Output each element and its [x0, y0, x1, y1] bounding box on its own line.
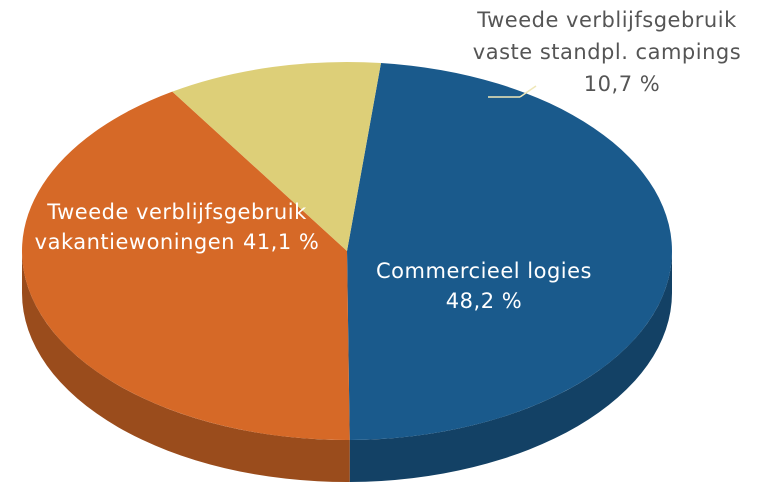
slice-tops — [22, 61, 672, 441]
slice-label-line: vaste standpl. campings — [473, 40, 741, 64]
slice — [172, 61, 381, 251]
slice-label-line: Commercieel logies — [376, 259, 592, 283]
slice-label: Commercieel logies — [376, 259, 592, 283]
slice-side — [349, 251, 672, 482]
slice-label: Tweede verblijfsgebruik — [476, 8, 737, 32]
slice-label-line: vakantiewoningen — [35, 230, 235, 254]
slice-label: Tweede verblijfsgebruik — [46, 200, 307, 224]
slice-side — [22, 251, 350, 482]
slice-sides — [22, 251, 672, 482]
value-label: 41,1 % — [243, 230, 319, 254]
slice — [22, 91, 350, 441]
slice-label: vakantiewoningen 41,1 % — [35, 230, 320, 254]
value-label: 48,2 % — [446, 289, 522, 313]
slice-label: vaste standpl. campings — [473, 40, 741, 64]
slice — [347, 63, 672, 440]
slice-label-line: Tweede verblijfsgebruik — [46, 200, 307, 224]
value-label: 10,7 % — [584, 72, 660, 96]
leader-line — [519, 85, 537, 98]
slice-label-line: Tweede verblijfsgebruik — [476, 8, 737, 32]
